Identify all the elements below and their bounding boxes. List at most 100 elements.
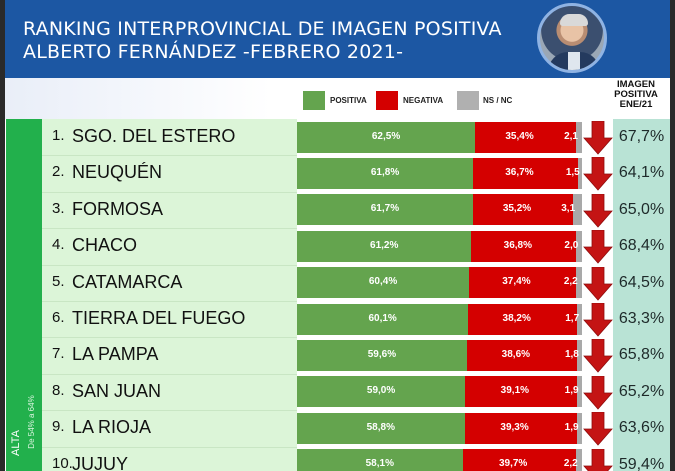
previous-value: 65,8% [618, 346, 665, 364]
bar-negativa [471, 230, 577, 262]
row-separator [42, 446, 297, 448]
ranking-infographic: RANKING INTERPROVINCIAL DE IMAGEN POSITI… [5, 0, 670, 471]
band-subtitle: De 54% a 64% [27, 395, 36, 449]
bar-negativa [472, 194, 574, 226]
label-positiva: 59,6% [367, 348, 397, 360]
bar-nsnc [577, 157, 582, 189]
arrow-shape [583, 412, 613, 446]
rank-number: 1. [52, 127, 65, 144]
bar-nsnc [573, 194, 582, 226]
row-separator [42, 191, 297, 193]
arrow-shape [583, 157, 613, 191]
trend-down-arrow-icon [583, 193, 613, 228]
legend-label-positiva: POSITIVA [330, 96, 367, 105]
row-separator [42, 373, 297, 375]
title-line-2: ALBERTO FERNÁNDEZ -FEBRERO 2021- [23, 41, 404, 63]
trend-down-arrow-icon [583, 266, 613, 301]
bar-positiva [297, 121, 476, 153]
bar-positiva [297, 449, 463, 471]
previous-value: 68,4% [618, 237, 665, 255]
label-nsnc: 2,2 [563, 458, 578, 470]
title-line-1: RANKING INTERPROVINCIAL DE IMAGEN POSITI… [23, 18, 502, 40]
legend-label-nsnc: NS / NC [483, 96, 513, 105]
bar-negativa [462, 449, 576, 471]
trend-down-arrow-icon [583, 448, 613, 471]
province-name: NEUQUÉN [72, 162, 163, 183]
row-separator [42, 155, 297, 157]
label-positiva: 58,8% [366, 421, 395, 433]
label-negativa: 36,7% [505, 166, 534, 178]
label-nsnc: 2,0 [564, 239, 579, 251]
bar-positiva [297, 303, 469, 335]
province-name: LA PAMPA [72, 344, 159, 365]
bar-nsnc [575, 267, 582, 299]
arrow-shape [583, 448, 613, 471]
trend-down-arrow-icon [583, 375, 613, 410]
province-name: LA RIOJA [72, 417, 152, 438]
previous-header-line-3: ENE/21 [619, 99, 653, 110]
arrow-shape [583, 375, 613, 410]
legend-area [5, 78, 670, 119]
avatar-shirt-shape [568, 52, 580, 70]
label-positiva: 61,8% [370, 166, 400, 178]
bar-nsnc [577, 303, 582, 335]
arrow-shape [583, 266, 613, 301]
province-name: SAN JUAN [72, 380, 162, 401]
rank-number: 2. [52, 163, 65, 181]
row-separator [42, 337, 297, 339]
label-negativa: 38,6% [501, 348, 531, 360]
legend-swatch-nsnc [457, 91, 479, 110]
row-separator [42, 228, 297, 230]
label-nsnc: 2,1 [564, 130, 578, 142]
province-names-column [42, 119, 297, 471]
bar-positiva [297, 157, 474, 189]
previous-value: 64,5% [618, 273, 665, 291]
label-negativa: 38,2% [502, 312, 531, 324]
band-subtitle-column: De 54% a 64% [25, 119, 39, 471]
band-title-column: ALTA [8, 119, 24, 471]
legend-swatch-positiva [303, 91, 325, 110]
bar-nsnc [576, 121, 582, 153]
bar-positiva [297, 230, 472, 262]
previous-value: 59,4% [618, 455, 665, 471]
label-negativa: 37,4% [502, 276, 531, 288]
label-nsnc: 1,7 [565, 312, 580, 324]
label-nsnc: 1,8 [564, 348, 579, 360]
row-separator [42, 410, 297, 412]
label-positiva: 60,1% [368, 312, 397, 324]
bar-positiva [297, 339, 467, 371]
label-negativa: 35,2% [502, 203, 532, 215]
previous-value: 64,1% [618, 164, 665, 182]
previous-values-column [613, 119, 670, 471]
rank-number: 4. [52, 236, 65, 254]
legend-label-negativa: NEGATIVA [403, 96, 444, 105]
rank-number: 3. [52, 199, 65, 217]
bar-positiva [297, 412, 465, 444]
previous-value: 67,7% [618, 128, 665, 145]
trend-down-arrow-icon [583, 157, 613, 191]
arrow-shape [583, 339, 613, 373]
label-positiva: 61,7% [370, 203, 400, 215]
rank-number: 6. [52, 309, 65, 326]
bar-negativa [469, 267, 576, 299]
label-negativa: 35,4% [505, 130, 534, 142]
rank-number: 5. [52, 272, 65, 290]
bar-positiva [297, 376, 466, 408]
trend-down-arrow-icon [583, 230, 613, 264]
label-negativa: 39,3% [500, 421, 529, 433]
label-positiva: 62,5% [371, 130, 401, 142]
label-positiva: 60,4% [368, 276, 398, 288]
bar-negativa [464, 412, 577, 444]
bar-nsnc [576, 230, 582, 262]
row-separator [42, 264, 297, 266]
category-band-alta: ALTA De 54% a 64% [6, 119, 42, 471]
bar-negativa [475, 121, 576, 153]
trend-down-arrow-icon [583, 339, 613, 373]
province-name: CATAMARCA [72, 271, 183, 292]
previous-value: 65,0% [618, 200, 665, 218]
rank-number: 7. [52, 345, 65, 363]
province-name: CHACO [72, 235, 138, 256]
label-negativa: 39,1% [500, 385, 530, 397]
avatar-hair-shape [560, 14, 588, 26]
previous-value: 63,3% [618, 310, 665, 327]
